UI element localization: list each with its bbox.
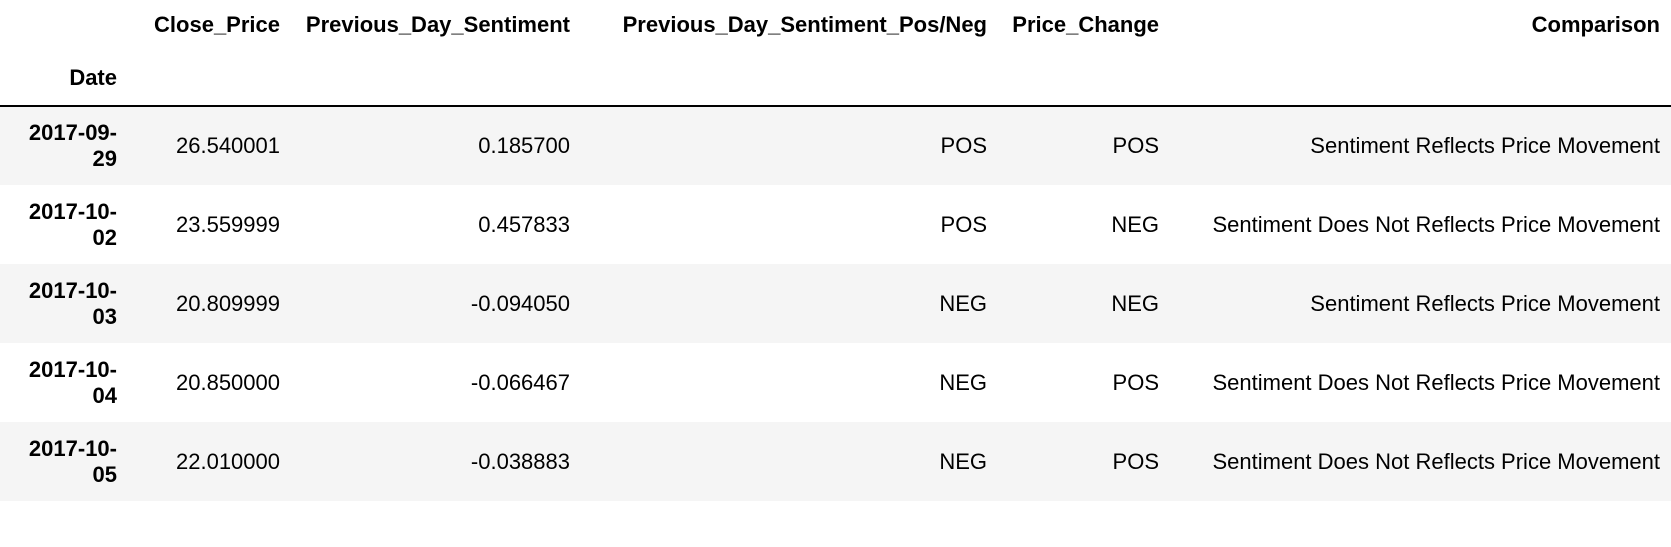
date-part-1: 2017-10-: [28, 356, 117, 382]
table-header: Close_Price Previous_Day_Sentiment Previ…: [0, 0, 1671, 107]
empty-header-cell: [128, 50, 291, 107]
table-row: 2017-10- 05 22.010000 -0.038883 NEG POS S…: [0, 422, 1671, 501]
previous-day-sentiment-cell: -0.094050: [470, 290, 570, 316]
date-index-cell: 2017-10- 04: [0, 343, 128, 422]
price-change-cell: POS: [1112, 369, 1159, 395]
table-body: 2017-09- 29 26.540001 0.185700 POS POS Se…: [0, 106, 1671, 501]
dataframe-table: Close_Price Previous_Day_Sentiment Previ…: [0, 0, 1671, 501]
date-part-1: 2017-10-: [28, 435, 117, 461]
previous-day-sentiment-cell: 0.457833: [478, 211, 570, 237]
close-price-cell: 20.809999: [176, 290, 280, 316]
price-change-cell: NEG: [1111, 211, 1159, 237]
date-part-1: 2017-09-: [28, 120, 117, 145]
previous-day-sentiment-cell: -0.038883: [470, 448, 570, 474]
comparison-cell: Sentiment Does Not Reflects Price Moveme…: [1212, 448, 1660, 474]
column-header-close-price: Close_Price: [154, 12, 280, 37]
date-index-cell: 2017-10- 02: [0, 185, 128, 264]
date-part-2: 03: [92, 303, 117, 329]
index-name-header: Date: [0, 50, 128, 107]
empty-header-cell: [1170, 50, 1671, 107]
date-part-1: 2017-10-: [28, 198, 117, 224]
index-name-row: Date: [0, 50, 1671, 107]
sentiment-pos-neg-cell: NEG: [939, 448, 987, 474]
price-change-cell: NEG: [1111, 290, 1159, 316]
comparison-cell: Sentiment Does Not Reflects Price Moveme…: [1212, 369, 1660, 395]
empty-header-cell: [998, 50, 1170, 107]
table-row: 2017-10- 03 20.809999 -0.094050 NEG NEG S…: [0, 264, 1671, 343]
close-price-cell: 22.010000: [176, 448, 280, 474]
column-header-row: Close_Price Previous_Day_Sentiment Previ…: [0, 0, 1671, 50]
column-header-price-change: Price_Change: [1012, 12, 1159, 37]
sentiment-pos-neg-cell: POS: [940, 133, 987, 158]
table-row: 2017-10- 04 20.850000 -0.066467 NEG POS S…: [0, 343, 1671, 422]
sentiment-pos-neg-cell: POS: [940, 211, 987, 237]
price-change-cell: POS: [1112, 448, 1159, 474]
date-part-2: 02: [92, 224, 117, 250]
date-index-cell: 2017-10- 03: [0, 264, 128, 343]
table-row: 2017-10- 02 23.559999 0.457833 POS NEG Se…: [0, 185, 1671, 264]
date-index-cell: 2017-10- 05: [0, 422, 128, 501]
comparison-cell: Sentiment Reflects Price Movement: [1310, 133, 1660, 158]
date-part-2: 04: [92, 382, 117, 408]
column-header-sentiment-pos-neg: Previous_Day_Sentiment_Pos/Neg: [622, 12, 987, 37]
sentiment-pos-neg-cell: NEG: [939, 369, 987, 395]
empty-header-cell: [291, 50, 581, 107]
close-price-cell: 20.850000: [176, 369, 280, 395]
date-part-2: 05: [92, 461, 117, 487]
price-change-cell: POS: [1112, 133, 1159, 158]
date-part-1: 2017-10-: [28, 277, 117, 303]
date-index-cell: 2017-09- 29: [0, 106, 128, 185]
column-header-previous-day-sentiment: Previous_Day_Sentiment: [305, 12, 570, 37]
comparison-cell: Sentiment Does Not Reflects Price Moveme…: [1212, 211, 1660, 237]
table-row: 2017-09- 29 26.540001 0.185700 POS POS Se…: [0, 106, 1671, 185]
sentiment-pos-neg-cell: NEG: [939, 290, 987, 316]
previous-day-sentiment-cell: 0.185700: [478, 133, 570, 158]
previous-day-sentiment-cell: -0.066467: [470, 369, 570, 395]
empty-header-cell: [581, 50, 998, 107]
close-price-cell: 26.540001: [176, 133, 280, 158]
comparison-cell: Sentiment Reflects Price Movement: [1310, 290, 1660, 316]
column-header-comparison: Comparison: [1531, 12, 1660, 37]
index-corner-cell: [0, 0, 128, 50]
date-part-2: 29: [92, 146, 117, 171]
close-price-cell: 23.559999: [176, 211, 280, 237]
